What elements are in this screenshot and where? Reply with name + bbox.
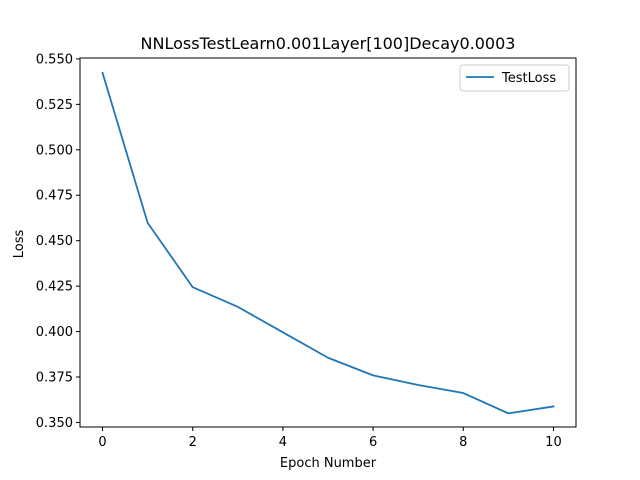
series-line-0 bbox=[101, 71, 555, 415]
chart-title: NNLossTestLearn0.001Layer[100]Decay0.000… bbox=[141, 34, 516, 53]
x-tick-label: 4 bbox=[279, 435, 287, 450]
plot-area: 0 2 4 6 8 10 0.350 0.375 0.400 0.425 0.450 0.475 0.5… bbox=[36, 52, 577, 450]
x-axis-label: Epoch Number bbox=[280, 456, 377, 471]
legend-box bbox=[459, 64, 570, 92]
y-tick-label: 0.425 bbox=[36, 280, 73, 295]
x-tick-label: 8 bbox=[459, 435, 467, 450]
y-tick-label: 0.525 bbox=[36, 98, 73, 113]
y-tick-label: 0.375 bbox=[36, 371, 73, 386]
y-tick-label: 0.475 bbox=[36, 189, 73, 204]
y-tick-label: 0.500 bbox=[36, 143, 73, 158]
x-tick-label: 10 bbox=[545, 435, 562, 450]
y-tick-label: 0.350 bbox=[36, 416, 73, 431]
legend-entry: TestLoss bbox=[501, 71, 556, 86]
y-tick-label: 0.550 bbox=[36, 52, 73, 67]
x-tick-label: 6 bbox=[369, 435, 377, 450]
axes-frame bbox=[79, 57, 577, 428]
y-axis-label: Loss bbox=[12, 230, 27, 259]
x-tick-label: 0 bbox=[98, 435, 106, 450]
x-tick-label: 2 bbox=[189, 435, 197, 450]
legend: TestLoss bbox=[459, 64, 570, 92]
y-tick-label: 0.450 bbox=[36, 234, 73, 249]
y-tick-label: 0.400 bbox=[36, 325, 73, 340]
